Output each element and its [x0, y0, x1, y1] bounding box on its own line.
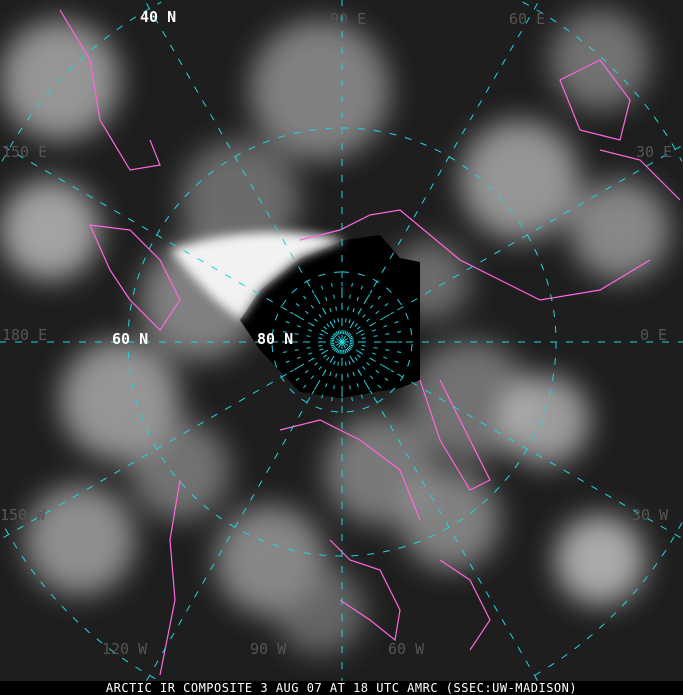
cloud	[460, 120, 580, 240]
polar-meridian	[348, 345, 395, 373]
lon-label-60e: 60 E	[509, 10, 546, 28]
lon-label-120w: 120 W	[102, 640, 148, 658]
polar-meridian	[347, 303, 389, 338]
coastline	[59, 9, 161, 171]
meridian-line	[341, 0, 540, 343]
cloud	[570, 180, 670, 280]
coastline	[439, 559, 491, 651]
coastline	[89, 224, 181, 331]
meridian-line	[144, 0, 343, 343]
polar-meridian	[345, 289, 373, 336]
meridian-line	[341, 144, 683, 343]
meridian-line	[341, 341, 683, 540]
polar-meridian	[331, 282, 342, 335]
polar-meridian	[349, 321, 399, 340]
cloud	[250, 20, 390, 160]
polar-data-gap	[170, 232, 420, 398]
cloud	[0, 180, 100, 280]
meridian-line	[0, 144, 343, 343]
cloud	[500, 375, 590, 465]
lon-label-30w: 30 W	[632, 506, 669, 524]
lon-label-150e: 150 E	[2, 143, 48, 161]
polar-meridian	[303, 295, 338, 337]
polar-meridian	[282, 342, 335, 353]
coastline	[279, 419, 421, 521]
coastline	[419, 379, 491, 491]
coastline	[159, 479, 181, 676]
cloud	[25, 485, 135, 595]
cloud	[410, 340, 530, 460]
polar-meridian	[349, 331, 402, 342]
lon-label-180e: 180 E	[2, 326, 48, 344]
polar-meridian	[282, 331, 335, 342]
polar-meridian	[285, 344, 335, 363]
polar-meridian	[321, 285, 340, 335]
polar-meridian	[349, 342, 402, 353]
polar-meridian	[348, 311, 395, 339]
cloud-layer	[0, 10, 670, 655]
lat-label-80n: 80 N	[257, 330, 294, 348]
cloud	[555, 515, 645, 605]
polar-meridian	[311, 348, 339, 395]
polar-meridian	[311, 289, 339, 336]
cloud	[325, 415, 435, 525]
coastline	[329, 539, 401, 642]
meridian-line	[145, 341, 343, 682]
latitude-circle	[1, 1, 683, 680]
polar-meridian	[321, 349, 340, 399]
polar-meridian	[349, 344, 399, 363]
cloud	[275, 565, 365, 655]
lon-label-0e: 0 E	[640, 326, 668, 344]
polar-meridian	[344, 285, 363, 335]
polar-meridian	[289, 311, 336, 339]
cloud	[130, 420, 230, 520]
lon-label-90w: 90 W	[250, 640, 287, 658]
polar-meridian	[342, 282, 353, 335]
coastline	[559, 59, 631, 141]
polar-meridian	[345, 348, 373, 395]
lon-label-90e: 90 E	[330, 10, 367, 28]
polar-meridian	[346, 347, 381, 389]
polar-meridian	[289, 345, 336, 373]
lat-label-40n: 40 N	[140, 8, 177, 26]
lon-label-150w: 150 W	[0, 506, 46, 524]
meridian-line	[0, 341, 343, 540]
image-caption: ARCTIC IR COMPOSITE 3 AUG 07 AT 18 UTC A…	[0, 681, 683, 695]
polar-meridian	[346, 295, 381, 337]
bright-band	[170, 232, 345, 320]
polar-meridian	[285, 321, 335, 340]
polar-meridian	[331, 349, 342, 402]
lon-label-30e: 30 E	[636, 143, 673, 161]
polar-meridian	[303, 347, 338, 389]
coastlines	[59, 9, 681, 676]
coastline	[299, 209, 651, 301]
polar-meridian	[295, 346, 337, 381]
lon-label-60w: 60 W	[388, 640, 425, 658]
lat-label-60n: 60 N	[112, 330, 149, 348]
polar-meridian	[347, 346, 389, 381]
no-data-region	[240, 235, 420, 398]
cloud	[180, 140, 300, 260]
polar-meridian	[342, 349, 353, 402]
meridian-line	[341, 341, 539, 682]
polar-meridian	[295, 303, 337, 338]
coastline	[599, 149, 681, 201]
polar-meridian	[344, 349, 363, 399]
